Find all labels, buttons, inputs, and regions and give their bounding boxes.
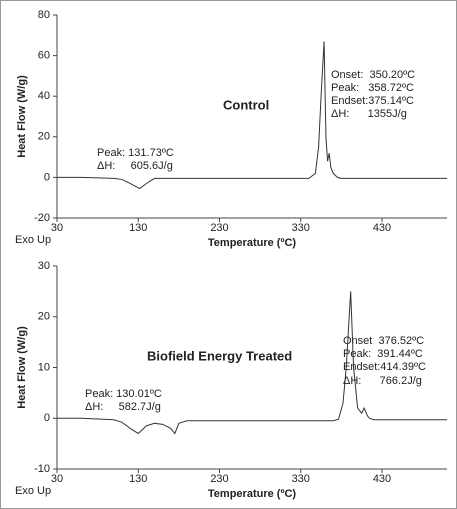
annotation: ΔH: 582.7J/g — [85, 401, 161, 413]
x-tick-label: 230 — [210, 222, 228, 234]
annotation: ΔH: 605.6J/g — [97, 160, 173, 172]
x-tick-label: 30 — [51, 473, 63, 485]
y-tick-label: 0 — [44, 171, 50, 183]
x-tick-label: 130 — [129, 473, 147, 485]
y-tick-label: 80 — [38, 9, 50, 21]
curve — [57, 41, 447, 190]
annotation: Endset:375.14ºC — [331, 95, 414, 107]
x-tick-label: 230 — [210, 473, 228, 485]
y-tick-label: 0 — [44, 412, 50, 424]
x-tick-label: 130 — [129, 222, 147, 234]
annotation: Biofield Energy Treated — [147, 348, 292, 363]
x-tick-label: 430 — [373, 222, 391, 234]
y-tick-label: 30 — [38, 260, 50, 272]
y-tick-label: 10 — [38, 361, 50, 373]
annotation: ΔH: 1355J/g — [331, 108, 407, 120]
annotation: Onset: 350.20ºC — [331, 69, 415, 81]
curve — [57, 291, 447, 435]
y-tick-label: 40 — [38, 90, 50, 102]
y-tick-label: -10 — [34, 463, 50, 475]
note: Exo Up — [15, 234, 51, 246]
note: Exo Up — [15, 485, 51, 497]
x-tick-label: 330 — [292, 473, 310, 485]
x-axis-label: Temperature (ºC) — [208, 237, 296, 249]
annotation: ΔH: 766.2J/g — [343, 375, 422, 387]
x-tick-label: 430 — [373, 473, 391, 485]
y-tick-label: 20 — [38, 311, 50, 323]
annotation: Onset 376.52ºC — [343, 335, 424, 347]
y-tick-label: 20 — [38, 131, 50, 143]
annotation: Endset:414.39ºC — [343, 361, 426, 373]
y-tick-label: 60 — [38, 50, 50, 62]
x-axis-label: Temperature (ºC) — [208, 488, 296, 500]
annotation: Control — [223, 97, 269, 112]
annotation: Peak: 130.01ºC — [85, 388, 162, 400]
x-tick-label: 330 — [292, 222, 310, 234]
x-tick-label: 30 — [51, 222, 63, 234]
y-tick-label: -20 — [34, 212, 50, 224]
annotation: Peak: 391.44ºC — [343, 348, 423, 360]
annotation: Peak: 131.73ºC — [97, 147, 174, 159]
y-axis-label: Heat Flow (W/g) — [16, 75, 28, 158]
annotation: Peak: 358.72ºC — [331, 82, 414, 94]
y-axis-label: Heat Flow (W/g) — [16, 326, 28, 409]
